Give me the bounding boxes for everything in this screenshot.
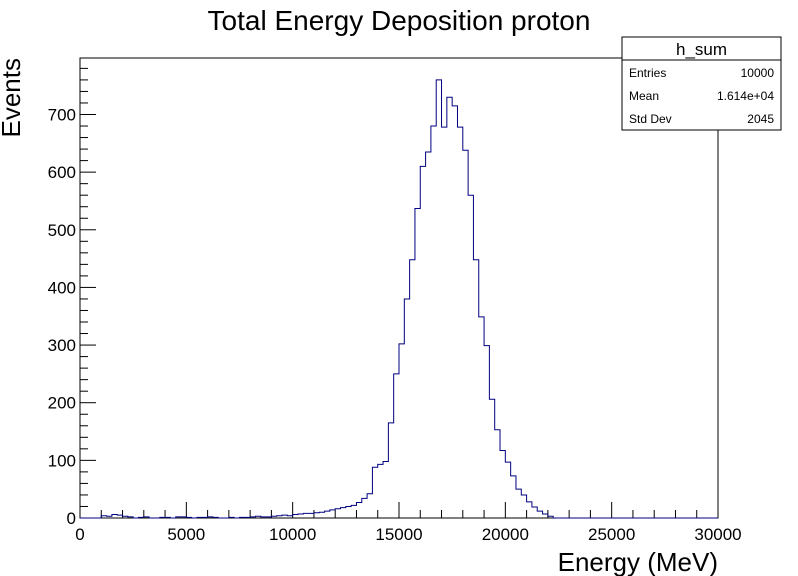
stats-box: h_sum Entries 10000 Mean 1.614e+04 Std D… [621, 36, 782, 131]
stats-entries-value: 10000 [741, 66, 775, 80]
x-tick-label: 5000 [167, 525, 205, 544]
stats-box-title: h_sum [676, 40, 727, 59]
chart-title: Total Energy Deposition proton [208, 5, 591, 36]
y-axis-label: Events [0, 58, 26, 138]
y-tick-label: 400 [48, 278, 76, 297]
stats-box-frame [621, 36, 782, 131]
plot-frame [79, 57, 719, 519]
y-tick-label: 300 [48, 336, 76, 355]
y-tick-label: 600 [48, 163, 76, 182]
y-tick-label: 200 [48, 394, 76, 413]
stats-entries-label: Entries [629, 66, 666, 80]
y-tick-label: 0 [67, 509, 76, 528]
y-axis: 0 100 200 300 400 500 600 700 [48, 67, 96, 528]
histogram-series-line [80, 79, 718, 519]
x-tick-label: 15000 [375, 525, 422, 544]
x-tick-label: 10000 [269, 525, 316, 544]
x-tick-label: 25000 [588, 525, 635, 544]
stats-stddev-value: 2045 [747, 112, 774, 126]
stats-mean-label: Mean [629, 89, 659, 103]
x-axis: 0 5000 10000 15000 20000 25000 30000 [75, 502, 742, 544]
y-tick-label: 500 [48, 221, 76, 240]
x-tick-label: 30000 [694, 525, 741, 544]
y-tick-label: 100 [48, 451, 76, 470]
stats-mean-value: 1.614e+04 [717, 89, 774, 103]
y-tick-label: 700 [48, 105, 76, 124]
x-axis-label: Energy (MeV) [558, 547, 718, 576]
x-tick-label: 0 [75, 525, 84, 544]
stats-stddev-label: Std Dev [629, 112, 672, 126]
x-tick-label: 20000 [482, 525, 529, 544]
